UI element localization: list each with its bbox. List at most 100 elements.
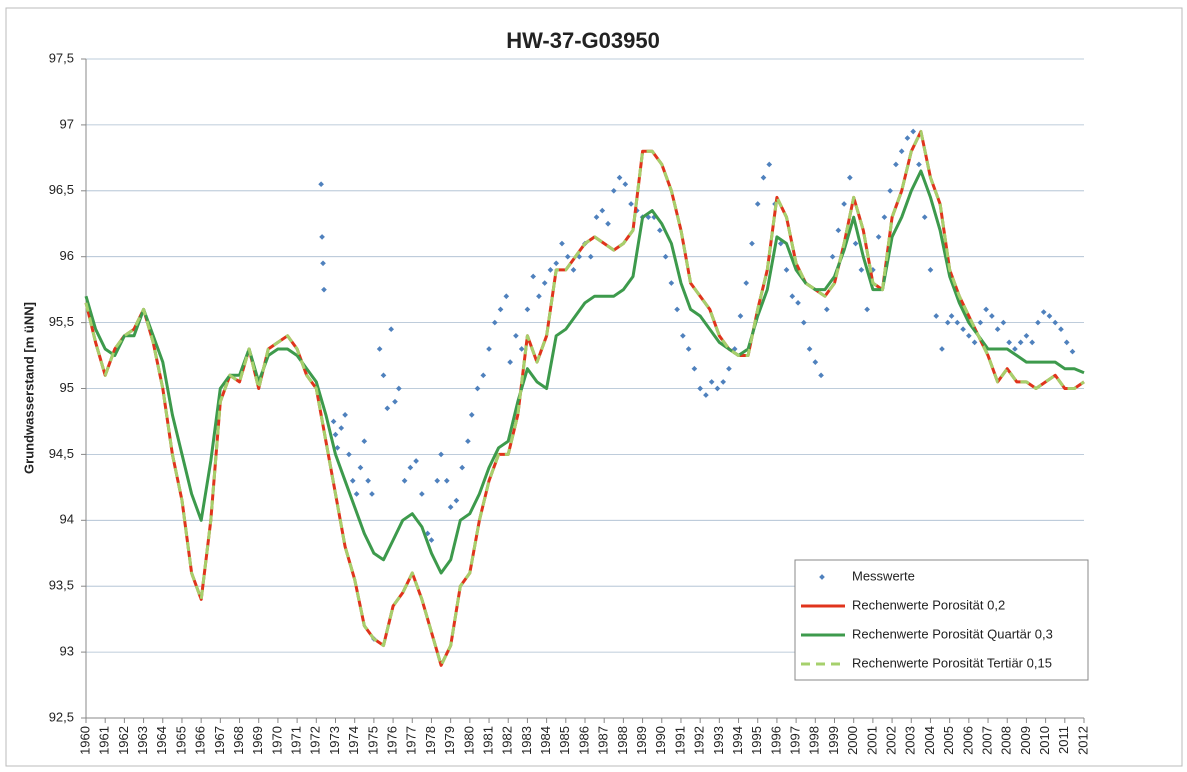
data-point <box>447 504 454 510</box>
x-tick-label: 1996 <box>768 726 783 755</box>
line <box>84 169 1085 575</box>
data-point <box>610 187 617 194</box>
data-point <box>547 267 554 273</box>
data-point <box>1063 339 1070 346</box>
x-tick-label: 2006 <box>960 726 975 755</box>
data-point <box>465 438 471 445</box>
data-point <box>789 293 796 300</box>
legend-label: Rechenwerte Porosität Quartär 0,3 <box>852 626 1053 641</box>
data-point <box>835 227 842 234</box>
data-point <box>349 477 356 484</box>
data-point <box>599 207 606 214</box>
data-point <box>407 464 414 471</box>
data-point <box>948 313 955 319</box>
x-tick-label: 2012 <box>1075 726 1090 755</box>
data-point <box>766 161 773 168</box>
y-tick-label: 92,5 <box>49 709 74 724</box>
x-tick-label: 2001 <box>864 726 879 755</box>
data-point <box>443 477 450 484</box>
x-tick-label: 1976 <box>385 726 400 755</box>
data-point <box>419 491 425 497</box>
data-point <box>737 313 744 319</box>
data-point <box>507 359 513 365</box>
grid: 92,5 93 93,5 94 94,5 95 95,5 96 96,5 97 97,5 1960 19… <box>49 50 1091 754</box>
data-point <box>680 332 686 339</box>
data-point <box>332 431 339 438</box>
x-tick-label: 2003 <box>903 726 918 755</box>
y-tick-label: 93,5 <box>49 578 74 593</box>
y-tick-label: 94,5 <box>49 446 74 461</box>
data-point <box>380 372 387 379</box>
data-point <box>944 319 951 326</box>
x-tick-label: 1997 <box>788 726 803 755</box>
x-tick-label: 1960 <box>77 726 92 755</box>
data-point <box>524 306 531 313</box>
data-point <box>1052 319 1059 326</box>
data-point <box>795 300 801 306</box>
line <box>84 130 1085 667</box>
x-tick-label: 1967 <box>212 726 227 755</box>
x-tick-label: 2009 <box>1018 726 1033 755</box>
data-point <box>491 319 498 326</box>
x-tick-label: 1998 <box>807 726 822 755</box>
data-point <box>875 234 882 240</box>
x-tick-label: 1983 <box>519 726 534 755</box>
data-point <box>864 306 870 313</box>
data-point <box>1023 332 1030 339</box>
data-point <box>321 286 327 293</box>
data-point <box>818 372 824 379</box>
x-tick-label: 1994 <box>730 726 745 755</box>
data-point <box>847 174 853 181</box>
data-point <box>459 464 465 471</box>
data-point <box>376 346 383 352</box>
data-point <box>760 174 767 181</box>
data-point <box>497 306 504 313</box>
data-point <box>553 260 560 267</box>
data-point <box>743 280 750 286</box>
data-point <box>346 451 352 458</box>
data-point <box>628 201 634 207</box>
data-point <box>933 313 940 319</box>
y-tick-label: 94 <box>60 512 74 527</box>
x-tick-label: 2005 <box>941 726 956 755</box>
data-point <box>971 339 978 346</box>
data-point <box>369 491 375 497</box>
x-tick-label: 1987 <box>596 726 611 755</box>
chart-title: HW-37-G03950 <box>506 28 660 53</box>
data-point <box>668 280 675 286</box>
data-point <box>714 385 721 392</box>
data-point <box>1046 313 1053 319</box>
data-point <box>916 161 922 168</box>
data-point <box>685 346 692 352</box>
x-tick-label: 1973 <box>327 726 342 755</box>
x-tick-label: 1982 <box>500 726 515 755</box>
x-tick-label: 1971 <box>289 726 304 755</box>
data-point <box>858 267 865 273</box>
data-point <box>921 214 928 220</box>
data-point <box>887 187 893 194</box>
x-tick-label: 1984 <box>538 726 553 755</box>
data-point <box>898 148 905 155</box>
data-point <box>342 412 348 418</box>
x-tick-label: 1995 <box>749 726 764 755</box>
data-point <box>593 214 600 220</box>
data-point <box>726 365 732 372</box>
legend-label: Rechenwerte Porosität 0,2 <box>852 597 1005 612</box>
data-point <box>1017 339 1024 346</box>
data-point <box>384 405 391 412</box>
x-tick-label: 1979 <box>442 726 457 755</box>
data-point <box>334 444 341 451</box>
x-tick-label: 2000 <box>845 726 860 755</box>
data-point <box>800 319 807 326</box>
data-point <box>960 326 966 333</box>
data-point <box>749 240 755 247</box>
data-point <box>703 392 709 398</box>
data-point <box>530 273 537 280</box>
data-point <box>361 438 368 445</box>
y-tick-label: 93 <box>60 644 74 659</box>
legend-label: Rechenwerte Porosität Tertiär 0,15 <box>852 655 1052 670</box>
data-point <box>453 497 460 504</box>
x-tick-label: 1970 <box>269 726 284 755</box>
data-point <box>1000 319 1007 326</box>
